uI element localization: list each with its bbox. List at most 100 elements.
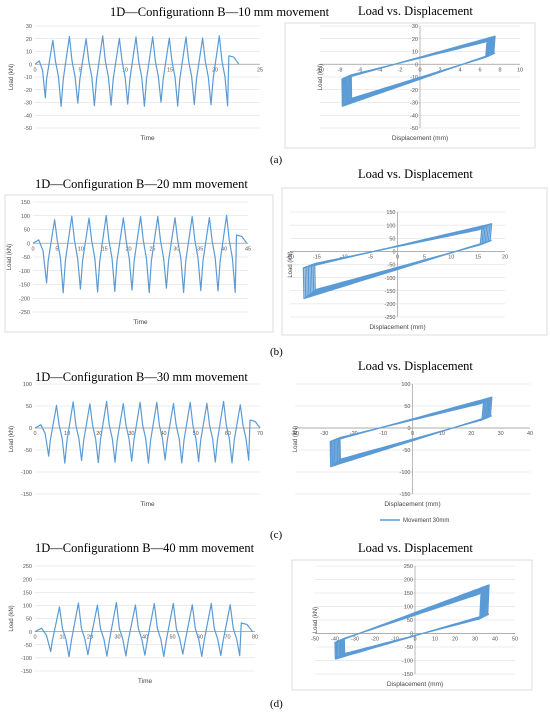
x-tick-label: 60 <box>197 635 203 641</box>
y-tick-label: 50 <box>26 617 32 623</box>
y-tick-label: -150 <box>21 492 32 498</box>
y-tick-label: 50 <box>24 228 30 234</box>
y-tick-label: -50 <box>388 263 396 269</box>
x-tick-label: 15 <box>475 254 481 260</box>
x-tick-label: 10 <box>78 246 84 252</box>
subfigure-label-b: (b) <box>270 346 283 358</box>
y-tick-label: 50 <box>404 404 410 410</box>
x-tick-label: 20 <box>125 246 131 252</box>
x-axis-label: Displacement (mm) <box>384 501 440 508</box>
y-tick-label: -50 <box>24 643 32 649</box>
x-tick-label: 40 <box>142 635 148 641</box>
x-tick-label: 40 <box>221 246 227 252</box>
x-axis-label: Displacement (mm) <box>387 681 443 688</box>
x-tick-label: 10 <box>517 67 523 73</box>
y-tick-label: 150 <box>21 200 30 206</box>
series-line <box>34 601 254 658</box>
x-tick-label: -20 <box>371 637 379 643</box>
x-tick-label: 10 <box>122 67 128 73</box>
x-tick-label: 10 <box>439 431 445 437</box>
y-tick-label: -20 <box>24 88 32 94</box>
y-tick-label: -200 <box>19 296 30 302</box>
y-axis-label: Load (kN) <box>7 244 13 270</box>
y-tick-label: 20 <box>412 37 418 43</box>
y-tick-label: 0 <box>29 62 32 68</box>
y-tick-label: -250 <box>384 315 395 321</box>
y-axis-label: Load (kN) <box>318 64 324 90</box>
y-tick-label: -50 <box>403 448 411 454</box>
y-tick-label: 100 <box>386 223 395 229</box>
y-tick-label: -100 <box>384 276 395 282</box>
series-line <box>334 584 490 660</box>
x-tick-label: 30 <box>114 635 120 641</box>
x-tick-label: 30 <box>472 637 478 643</box>
series-line <box>302 223 493 300</box>
x-tick-label: -6 <box>358 67 363 73</box>
x-tick-label: 80 <box>252 635 258 641</box>
x-tick-label: 0 <box>33 431 36 437</box>
x-tick-label: 5 <box>423 254 426 260</box>
x-tick-label: 10 <box>59 635 65 641</box>
y-tick-label: 250 <box>404 564 413 570</box>
subfigure-label-d: (d) <box>270 698 283 710</box>
x-tick-label: 6 <box>478 67 481 73</box>
y-tick-label: 200 <box>404 578 413 584</box>
x-tick-label: 8 <box>498 67 501 73</box>
x-tick-label: 40 <box>492 637 498 643</box>
y-tick-label: 200 <box>23 577 32 583</box>
x-tick-label: 0 <box>418 67 421 73</box>
x-tick-label: 0 <box>33 635 36 641</box>
x-axis-label: Time <box>140 501 155 508</box>
x-tick-label: -40 <box>291 431 299 437</box>
y-tick-label: -40 <box>24 113 32 119</box>
x-tick-label: 45 <box>245 246 251 252</box>
y-tick-label: 0 <box>415 62 418 68</box>
y-tick-label: -100 <box>19 269 30 275</box>
y-tick-label: -150 <box>384 289 395 295</box>
subfigure-label-a: (a) <box>270 154 283 166</box>
y-tick-label: 0 <box>29 426 32 432</box>
y-tick-label: -10 <box>410 75 418 81</box>
y-tick-label: 150 <box>386 210 395 216</box>
x-tick-label: -30 <box>320 431 328 437</box>
y-tick-label: 150 <box>404 591 413 597</box>
legend-label: Movement 30mm <box>403 518 449 524</box>
chart-c-right-title: Load vs. Displacement <box>358 359 473 373</box>
x-tick-label: 0 <box>413 637 416 643</box>
y-tick-label: 50 <box>389 236 395 242</box>
x-tick-label: 40 <box>527 431 533 437</box>
series-line <box>329 396 493 468</box>
y-tick-label: -150 <box>19 283 30 289</box>
y-tick-label: -100 <box>21 656 32 662</box>
chart-c-left-title: 1D—Configuration B—30 mm movement <box>35 370 248 384</box>
x-tick-label: -5 <box>368 254 373 260</box>
x-tick-label: 15 <box>102 246 108 252</box>
series-line <box>341 35 496 107</box>
chart-b-right-title: Load vs. Displacement <box>358 167 473 181</box>
x-tick-label: 10 <box>448 254 454 260</box>
y-tick-label: 100 <box>401 382 410 388</box>
x-tick-label: 20 <box>96 431 102 437</box>
x-tick-label: 30 <box>173 246 179 252</box>
x-tick-label: -10 <box>316 67 324 73</box>
y-tick-label: -30 <box>24 101 32 107</box>
y-tick-label: 100 <box>23 604 32 610</box>
y-tick-label: 250 <box>23 564 32 570</box>
y-axis-label: Load (kN) <box>9 426 15 452</box>
y-axis-label: Load (kN) <box>288 251 294 277</box>
y-tick-label: 0 <box>407 426 410 432</box>
y-tick-label: 10 <box>412 50 418 56</box>
x-tick-label: 5 <box>55 246 58 252</box>
y-tick-label: -150 <box>399 492 410 498</box>
x-tick-label: -10 <box>379 431 387 437</box>
x-tick-label: 0 <box>411 431 414 437</box>
y-tick-label: 100 <box>23 382 32 388</box>
x-tick-label: 30 <box>498 431 504 437</box>
x-tick-label: 20 <box>87 635 93 641</box>
y-tick-label: -50 <box>22 255 30 261</box>
